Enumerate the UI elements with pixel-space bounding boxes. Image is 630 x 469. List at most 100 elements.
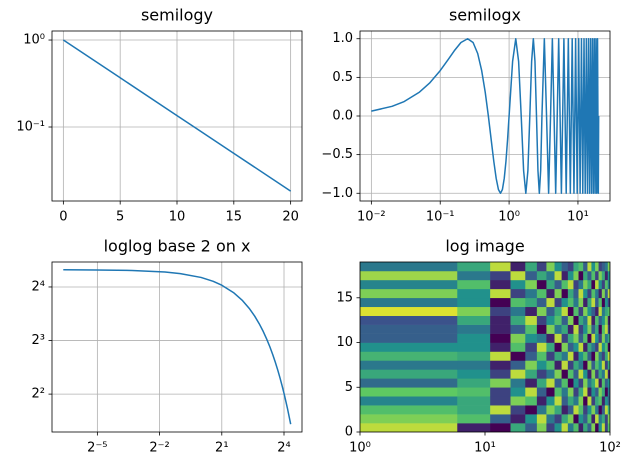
cell [578,396,584,406]
cell [546,262,555,272]
cell [578,405,584,415]
y-tick-label: 2² [32,387,45,402]
cell [607,378,610,388]
y-tick-label: 0 [345,425,353,440]
subplot: 2⁻⁵ 2⁻² 2¹ 2⁴ 2² 2³ 2⁴ loglog base 2 on x [32,237,303,456]
cell [604,378,609,388]
x-tick-label: 10⁻¹ [426,210,455,225]
cell [598,369,603,379]
cell [490,306,511,316]
cell [490,396,511,406]
axes-frame [51,261,303,433]
cell [601,405,606,415]
cell [546,414,555,424]
cell [536,405,547,415]
cell [554,423,562,432]
cell [554,270,562,281]
y-tick-label: 15 [336,290,353,305]
cell [546,423,555,432]
cell [561,333,569,343]
cell [573,315,579,325]
cell [510,288,526,299]
cell [591,405,596,415]
cell [561,405,569,415]
subplot-title: log image [445,237,524,256]
cell [546,351,555,361]
cell [591,333,596,343]
cell [490,360,511,370]
cell [573,279,579,290]
cell [601,270,606,281]
cell [573,351,579,361]
cell [595,378,599,388]
cell [578,324,584,334]
cell [457,360,491,370]
cell [360,333,458,343]
cell [573,262,579,272]
y-tick-label: −0.5 [321,147,353,162]
cell [598,423,603,432]
cell [554,378,562,388]
cell [578,315,584,325]
cell [510,279,526,290]
subplot: 10⁻² 10⁻¹ 10⁰ 10¹ −1.0 −0.5 0.0 0.5 1.0 semilogx [321,6,611,225]
cell [598,288,603,299]
cell [536,360,547,370]
cell [583,297,588,308]
cell [591,342,596,352]
cell [601,423,606,432]
cell [360,369,458,379]
y-tick-label: 5 [345,380,353,395]
cell [598,315,603,325]
cell [604,262,609,272]
cell [360,387,458,397]
line [63,269,292,425]
cell [598,333,603,343]
y-tick-label: −1.0 [321,186,353,201]
cell [554,360,562,370]
cell [536,315,547,325]
cell [601,324,606,334]
cell [546,315,555,325]
y-tick-label: 2³ [32,333,45,348]
cell [591,396,596,406]
cell [510,342,526,352]
cell [561,423,569,432]
cell [595,423,599,432]
cell [561,387,569,397]
axes-background [52,262,302,432]
cell [567,324,574,334]
cell [601,414,606,424]
cell [536,262,547,272]
cell [573,396,579,406]
cell [554,262,562,272]
cell [554,333,562,343]
heatmap [360,262,610,432]
y-tick-label: 10 [336,335,353,350]
cell [598,351,603,361]
cell [525,360,538,370]
cell [595,262,599,272]
y-tick-label: 0.0 [332,109,353,124]
cell [457,324,491,334]
cell [583,306,588,316]
cell [457,333,491,343]
cell [561,262,569,272]
cell [591,387,596,397]
cell [536,369,547,379]
cell [578,297,584,308]
cell [510,378,526,388]
cell [604,306,609,316]
cell [510,315,526,325]
cell [601,396,606,406]
cell [578,279,584,290]
cell [601,315,606,325]
cell [601,351,606,361]
cell [595,333,599,343]
cell [583,342,588,352]
cell [587,333,592,343]
cell [587,342,592,352]
cell [567,369,574,379]
cell [567,279,574,290]
cell [587,414,592,424]
